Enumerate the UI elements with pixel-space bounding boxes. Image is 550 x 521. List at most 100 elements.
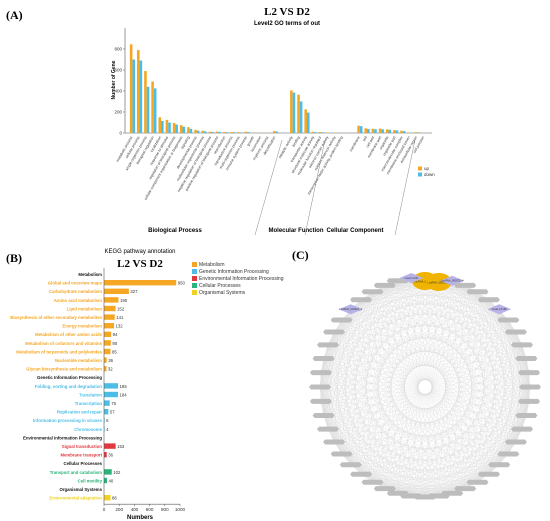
go-bar-up	[364, 128, 368, 133]
kegg-x-tick-label: 200	[115, 507, 123, 512]
go-bar-down	[402, 131, 406, 133]
network-edge	[320, 358, 527, 373]
kegg-x-axis-label: Numbers	[127, 515, 154, 521]
kegg-category-header: Organismal Systems	[59, 487, 102, 492]
network-lncrna-node	[511, 426, 534, 432]
network-lncrna-node	[373, 282, 396, 288]
kegg-bar	[104, 348, 111, 355]
go-bar-down	[359, 126, 363, 133]
network-edge	[350, 309, 509, 321]
network-hub-label: LncRNA_000142_4	[414, 280, 437, 284]
kegg-category-header: Genetic Information Processing	[37, 375, 102, 380]
kegg-value-label: 327	[130, 289, 138, 294]
network-edge	[465, 309, 500, 489]
network-edge	[319, 285, 466, 388]
network-edge	[424, 344, 523, 498]
go-bar-up	[151, 81, 154, 133]
network-edge	[424, 276, 466, 489]
go-bar-down	[292, 92, 296, 133]
network-diamond-label: LncRNA_000375_4	[441, 279, 464, 283]
network-edge	[327, 276, 426, 430]
go-bar-up	[201, 130, 204, 133]
go-bar-down	[367, 129, 370, 133]
network-edge	[334, 428, 523, 443]
network-edge	[411, 277, 478, 483]
network-edge	[361, 386, 531, 475]
network-edge	[327, 386, 531, 430]
go-bar-down	[139, 60, 143, 133]
network-edge	[384, 285, 426, 498]
kegg-x-tick-label: 0	[103, 507, 106, 512]
network-edge	[341, 453, 426, 498]
kegg-pathway-label: Transcription	[75, 401, 103, 406]
go-x-tick-label: cell part	[365, 136, 375, 149]
network-edge	[323, 415, 489, 475]
network-edge	[384, 358, 527, 489]
network-edge	[350, 464, 439, 497]
panel-b: (B) KEGG pathway annotation L2 VS D2 Met…	[6, 249, 284, 521]
network-edge	[327, 309, 500, 430]
go-bar-up	[215, 131, 219, 133]
kegg-x-tick-label: 1000	[175, 507, 186, 512]
network-edge	[438, 277, 517, 443]
kegg-pathway-label: Lipid metabolism	[67, 306, 103, 311]
go-bar-down	[153, 88, 157, 133]
go-bar-up	[179, 125, 183, 133]
network-edge	[333, 441, 412, 497]
kegg-category-header: Cellular Processes	[64, 461, 103, 466]
network-edge	[341, 415, 527, 455]
network-edge	[438, 441, 517, 497]
go-bar-up	[311, 131, 315, 133]
go-group-divider	[254, 139, 283, 236]
go-bar-down	[211, 131, 214, 133]
kegg-bar	[104, 305, 116, 312]
kegg-legend-swatch	[192, 262, 197, 267]
kegg-value-label: 36	[108, 453, 113, 458]
network-edge	[320, 309, 500, 373]
network-lncrna-node	[339, 462, 362, 468]
network-edge	[515, 331, 523, 430]
network-edge	[333, 331, 439, 497]
network-lncrna-node	[466, 289, 489, 295]
network-nodes: LncRNA_000142_4LncRNA_002195_4LncRNA_000…	[309, 272, 541, 500]
network-edge	[411, 277, 527, 359]
network-edge	[384, 285, 516, 333]
network-lncrna-node	[386, 490, 409, 496]
network-edge	[397, 474, 489, 494]
network-edge	[372, 291, 385, 489]
network-lncrna-node	[504, 329, 527, 335]
kegg-pathway-label: Energy metabolism	[62, 324, 102, 329]
go-y-tick-label: 200	[114, 110, 122, 115]
go-bar-down	[374, 129, 377, 133]
go-group-divider	[304, 139, 326, 236]
network-lncrna-node	[488, 462, 511, 468]
kegg-legend-swatch	[192, 276, 197, 281]
kegg-pathway-label: Cell motility	[78, 478, 103, 483]
network-lncrna-node	[309, 370, 332, 376]
go-legend-label: down	[424, 172, 435, 177]
network-edge	[411, 464, 500, 497]
network-lncrna-node	[477, 297, 500, 303]
network-lncrna-node	[316, 426, 339, 432]
network-edge	[350, 285, 466, 465]
network-edge	[350, 309, 466, 489]
kegg-value-label: 153	[117, 444, 125, 449]
network-edge	[323, 358, 466, 489]
network-lncrna-node	[312, 412, 335, 418]
network-edge	[341, 280, 398, 455]
network-edge	[323, 319, 509, 359]
kegg-axis: 0 200 400 600 800 1000	[103, 268, 186, 512]
network-edge	[384, 285, 527, 416]
go-bar-down	[182, 126, 186, 133]
network-lncrna-node	[504, 439, 527, 445]
go-bar-up	[297, 94, 300, 133]
go-y-tick-label: 400	[114, 89, 122, 94]
kegg-bar	[104, 323, 115, 329]
network-edge	[350, 344, 523, 465]
go-bar-down	[132, 59, 136, 133]
network-edge	[360, 299, 398, 494]
kegg-value-label: 4	[106, 427, 109, 432]
kegg-legend-label: Organismal Systems	[199, 290, 246, 296]
network-edge	[411, 277, 517, 443]
